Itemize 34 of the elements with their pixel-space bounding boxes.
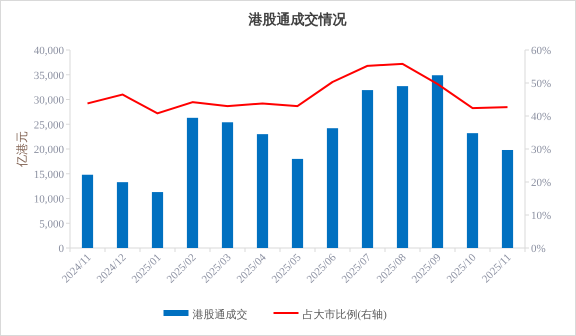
y-tick-label: 10,000	[34, 194, 64, 206]
y-axis-title: 亿港元	[15, 131, 29, 168]
y-tick-label: 5,000	[39, 218, 64, 230]
y2-tick-label: 60%	[531, 45, 552, 57]
bar	[152, 192, 164, 248]
y2-tick-label: 10%	[531, 210, 552, 222]
legend-label: 港股通成交	[192, 308, 248, 321]
y-tick-label: 30,000	[34, 94, 64, 106]
y2-tick-label: 40%	[531, 111, 552, 123]
bar	[82, 174, 94, 248]
y-tick-label: 35,000	[34, 70, 64, 82]
bar	[186, 118, 198, 248]
y2-tick-label: 30%	[531, 144, 552, 156]
y-tick-label: 20,000	[34, 144, 64, 156]
bar	[466, 133, 478, 248]
bar	[116, 182, 128, 248]
y-tick-label: 40,000	[34, 45, 64, 57]
line-series	[86, 62, 508, 114]
y2-tick-label: 20%	[531, 177, 552, 189]
bar	[222, 122, 234, 248]
bar	[326, 128, 338, 248]
bar	[362, 90, 374, 248]
bar	[432, 75, 444, 248]
chart-title: 港股通成交情况	[248, 11, 348, 28]
legend-label: 占大市比例(右轴)	[302, 308, 388, 321]
bar	[292, 158, 304, 248]
y2-tick-label: 50%	[531, 78, 552, 90]
bar	[502, 150, 514, 248]
bar	[256, 134, 268, 248]
y-tick-label: 15,000	[34, 168, 64, 181]
y-tick-label: 25,000	[34, 119, 64, 132]
y-tick-label: 0	[58, 243, 64, 255]
bar	[396, 86, 408, 248]
y2-tick-label: 0%	[531, 243, 546, 255]
